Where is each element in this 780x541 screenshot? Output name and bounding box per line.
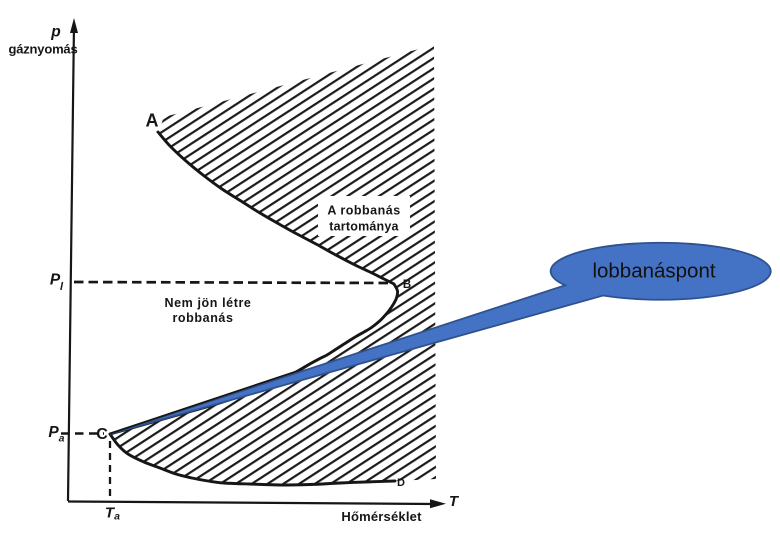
svg-text:D: D (397, 477, 405, 489)
svg-text:a: a (59, 433, 65, 445)
svg-text:A robbanás: A robbanás (327, 204, 400, 218)
svg-text:Hőmérséklet: Hőmérséklet (341, 509, 422, 524)
svg-text:l: l (60, 281, 64, 293)
svg-text:robbanás: robbanás (172, 311, 233, 325)
svg-text:gáznyomás: gáznyomás (8, 42, 77, 57)
svg-text:T: T (449, 493, 460, 510)
svg-text:T: T (105, 505, 116, 522)
svg-text:a: a (114, 511, 120, 523)
svg-text:A: A (146, 111, 159, 131)
svg-text:Nem jön létre: Nem jön létre (165, 296, 252, 310)
svg-text:C: C (96, 426, 108, 443)
svg-text:P: P (48, 424, 59, 441)
svg-text:P: P (50, 272, 61, 289)
svg-text:tartománya: tartománya (329, 220, 399, 234)
svg-text:lobbanáspont: lobbanáspont (592, 260, 715, 283)
svg-text:B: B (403, 279, 411, 291)
svg-text:p: p (50, 24, 60, 41)
